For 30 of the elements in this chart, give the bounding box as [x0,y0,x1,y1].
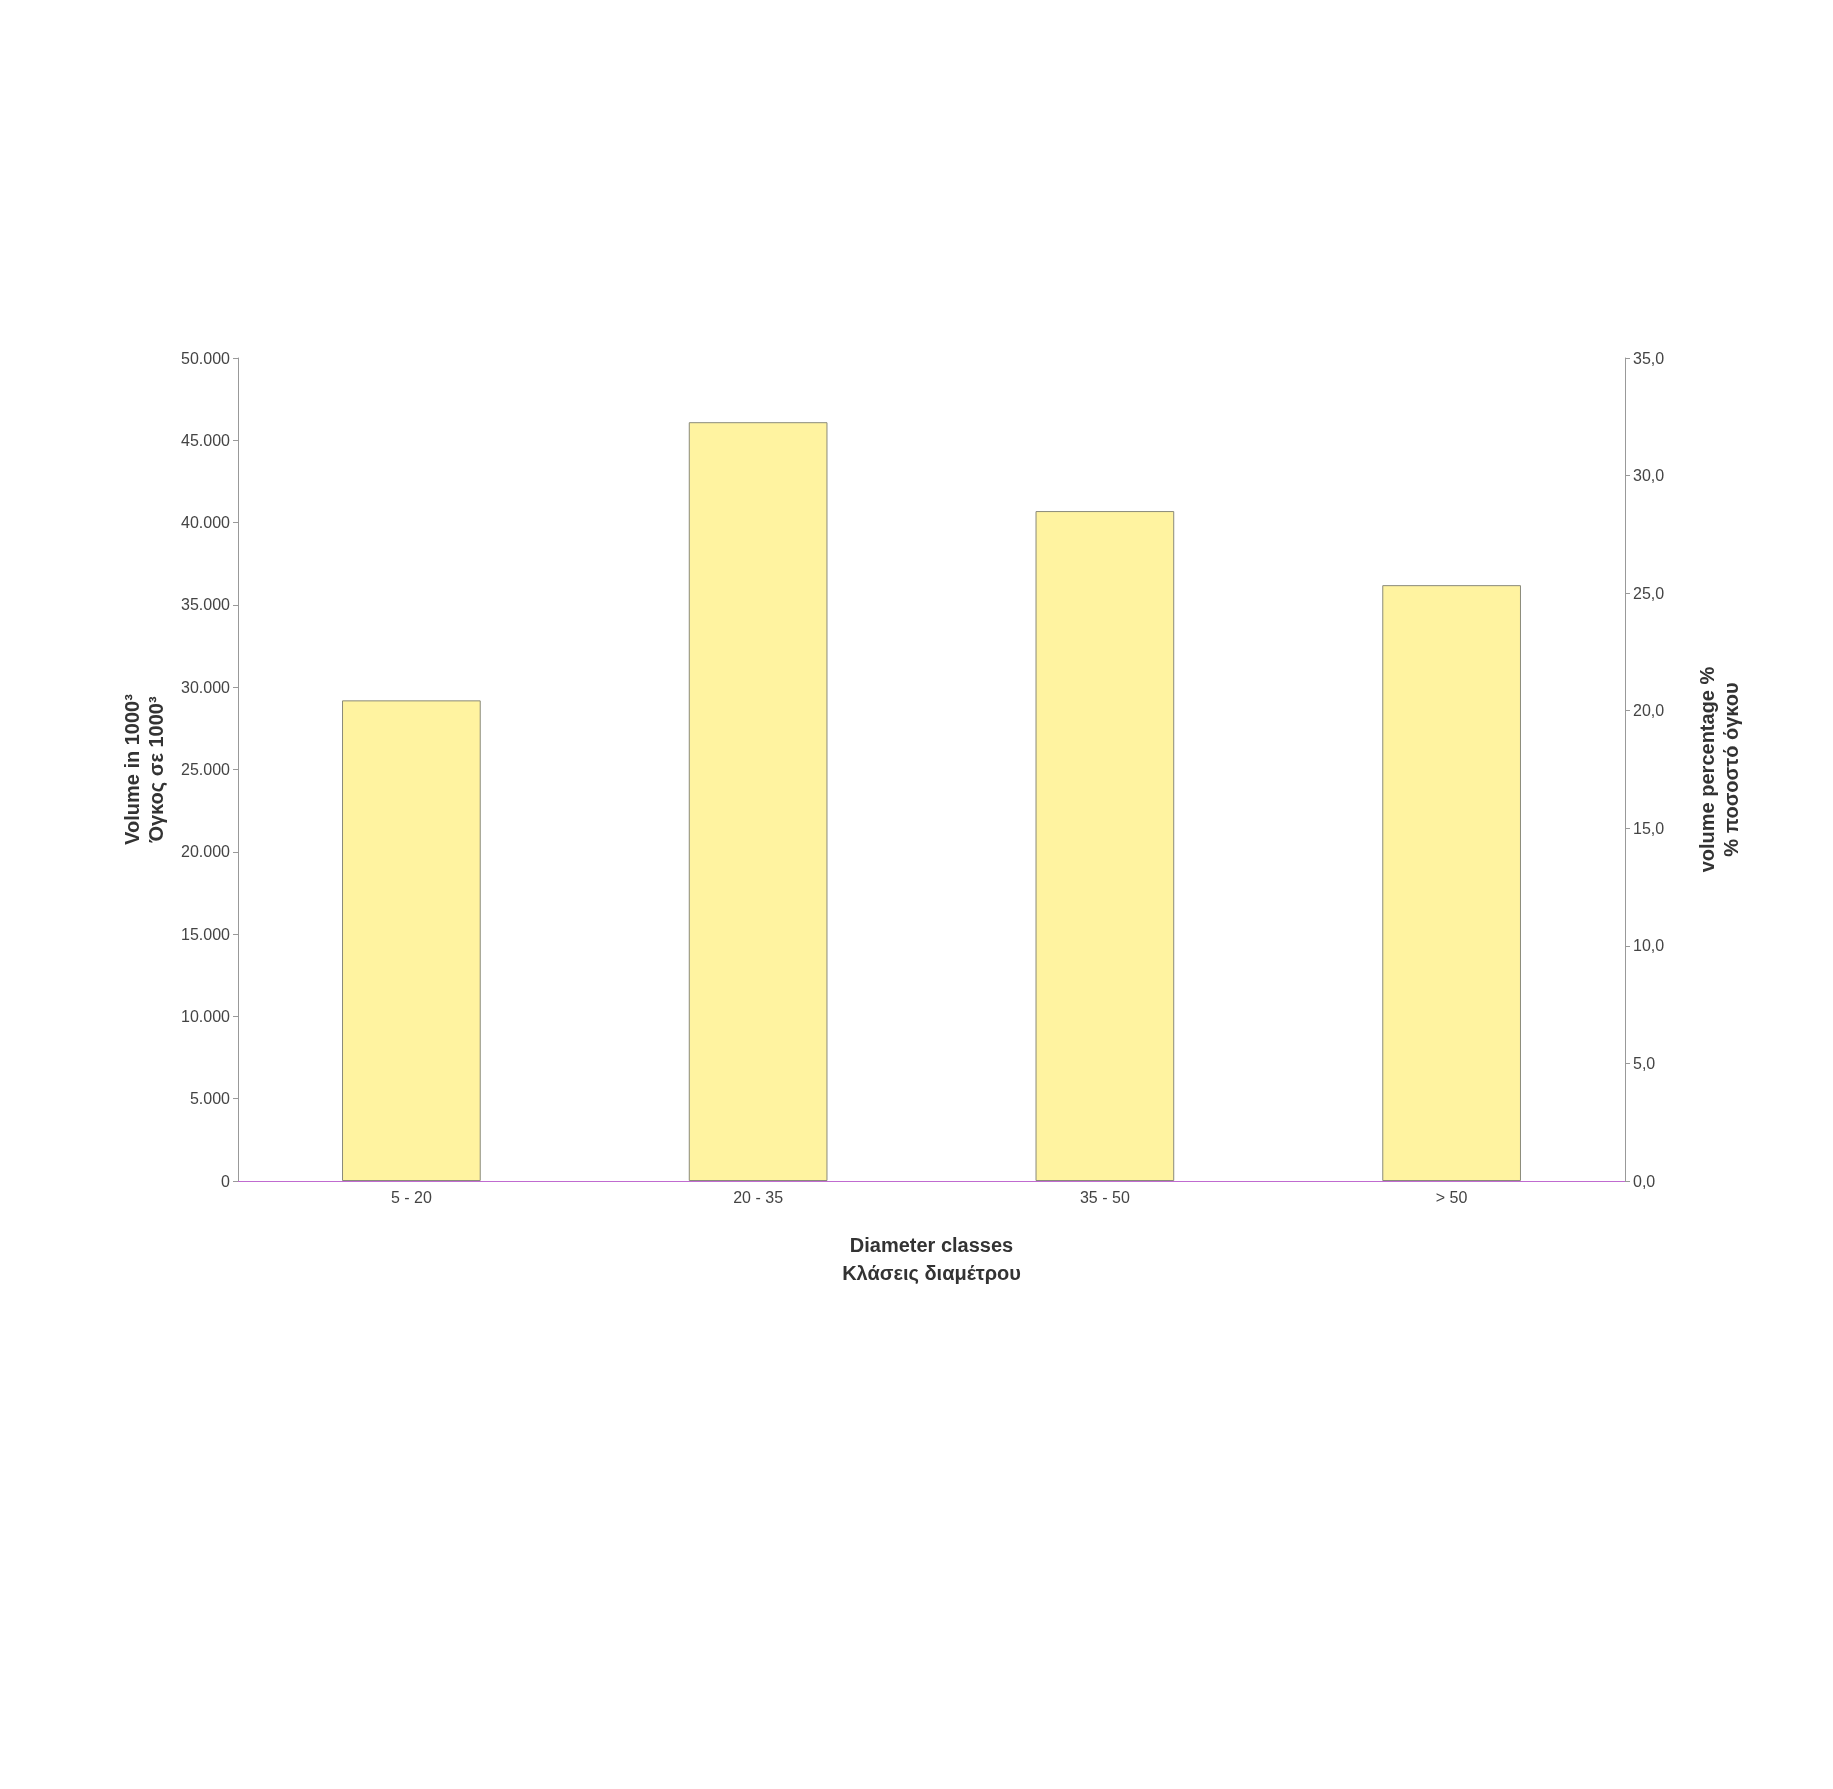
y2-tick-label: 30,0 [1633,467,1665,485]
y2-tick-label: 25,0 [1633,584,1665,602]
y2-tick-label: 20,0 [1633,702,1665,720]
y-tick-label: 40.000 [181,514,231,532]
y-tick-label: 30.000 [181,678,231,696]
y-tick-label: 50.000 [181,349,231,367]
x-axis-title: Diameter classes Κλάσεις διαμέτρου [842,1234,1021,1284]
bar [1382,585,1521,1181]
x-tick-label: 20 - 35 [733,1188,784,1206]
x-tick-label: 35 - 50 [1079,1188,1130,1206]
y-tick-label: 20.000 [181,843,231,861]
y2-tick-label: 5,0 [1633,1054,1656,1072]
y-tick-label: 0 [221,1172,231,1190]
bar [688,422,828,1181]
y-tick-label: 35.000 [181,596,231,614]
y2-tick-label: 10,0 [1633,937,1665,955]
y-tick-label: 5.000 [189,1090,231,1108]
x-tick-label: > 50 [1435,1188,1468,1206]
y-tick-label: 15.000 [181,925,231,943]
bar [1035,511,1175,1181]
y2-tick-label: 35,0 [1633,349,1665,367]
y2-tick-label: 15,0 [1633,819,1665,837]
x-tick-label: 5 - 20 [390,1188,432,1206]
y2-axis-title: volume percentage % % ποσοστό όγκου [1696,666,1742,873]
y-tick-label: 25.000 [181,761,231,778]
y-tick-label: 45.000 [181,431,231,449]
y2-tick-label: 0,0 [1633,1172,1656,1190]
y-tick-label: 10.000 [181,1007,231,1025]
y-axis-title: Volume in 1000³ Όγκος σε 1000³ [121,693,167,845]
bar [342,700,481,1181]
